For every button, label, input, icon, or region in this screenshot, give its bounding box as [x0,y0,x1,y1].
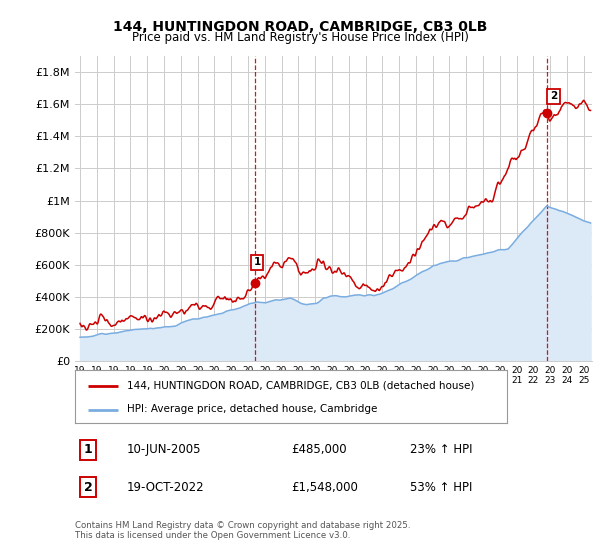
Text: Contains HM Land Registry data © Crown copyright and database right 2025.
This d: Contains HM Land Registry data © Crown c… [75,521,410,540]
Text: 144, HUNTINGDON ROAD, CAMBRIDGE, CB3 0LB: 144, HUNTINGDON ROAD, CAMBRIDGE, CB3 0LB [113,20,487,34]
Text: 10-JUN-2005: 10-JUN-2005 [127,443,201,456]
Text: 2: 2 [550,91,557,101]
Text: 2: 2 [83,481,92,494]
Text: 1: 1 [83,443,92,456]
Text: Price paid vs. HM Land Registry's House Price Index (HPI): Price paid vs. HM Land Registry's House … [131,31,469,44]
Text: £485,000: £485,000 [292,443,347,456]
Text: 19-OCT-2022: 19-OCT-2022 [127,481,204,494]
Text: 53% ↑ HPI: 53% ↑ HPI [410,481,473,494]
Text: £1,548,000: £1,548,000 [292,481,359,494]
Text: HPI: Average price, detached house, Cambridge: HPI: Average price, detached house, Camb… [127,404,377,414]
Text: 1: 1 [253,258,260,268]
Text: 23% ↑ HPI: 23% ↑ HPI [410,443,473,456]
Text: 144, HUNTINGDON ROAD, CAMBRIDGE, CB3 0LB (detached house): 144, HUNTINGDON ROAD, CAMBRIDGE, CB3 0LB… [127,381,474,390]
